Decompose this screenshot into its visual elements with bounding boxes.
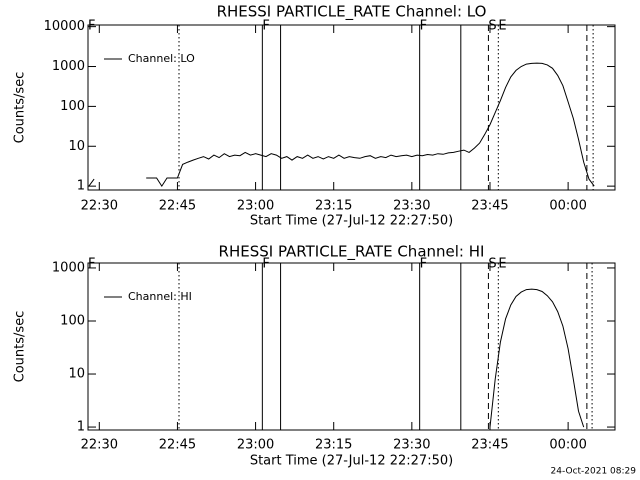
chart-title: RHESSI PARTICLE_RATE Channel: HI [219, 243, 485, 262]
y-axis-label: Counts/sec [13, 72, 28, 144]
y-tick-label: 1 [77, 179, 85, 194]
y-tick-label: 100 [60, 99, 85, 114]
y-axis-label: Counts/sec [13, 311, 28, 383]
y-tick-label: 1 [77, 420, 85, 435]
plot-area [178, 263, 593, 430]
x-tick-label: 22:45 [159, 199, 196, 214]
data-line [88, 62, 595, 188]
y-tick-label: 1000 [52, 59, 85, 74]
flag-label: E [498, 19, 506, 34]
x-tick-label: 22:30 [81, 199, 118, 214]
data-line [489, 288, 585, 428]
x-axis-label: Start Time (27-Jul-12 22:27:50) [250, 214, 453, 229]
x-tick-label: 23:45 [471, 438, 508, 453]
x-tick-label: 00:00 [549, 199, 586, 214]
plot-frame [87, 24, 616, 191]
y-tick-label: 10 [68, 367, 85, 382]
x-tick-label: 22:45 [159, 438, 196, 453]
chart-title: RHESSI PARTICLE_RATE Channel: LO [217, 3, 487, 22]
y-tick-label: 10 [68, 139, 85, 154]
footer: 24-Oct-2021 08:29 [551, 467, 637, 477]
x-tick-label: 23:00 [237, 199, 274, 214]
flag-label: F [262, 257, 269, 272]
flag-label: F [262, 19, 269, 34]
x-tick-label: 23:00 [237, 438, 274, 453]
flag-label: F [420, 257, 427, 272]
flag-label: F [420, 19, 427, 34]
x-tick-label: 23:30 [393, 199, 430, 214]
x-tick-label: 00:00 [549, 438, 586, 453]
flag-label: E [498, 257, 506, 272]
x-tick-label: 23:45 [471, 199, 508, 214]
y-tick-label: 1000 [52, 260, 85, 275]
legend-label: Channel: HI [128, 290, 192, 303]
y-tick-label: 10000 [44, 19, 85, 34]
legend-label: Channel: LO [128, 52, 195, 65]
flag-label: F [88, 257, 95, 272]
plot-frame [87, 262, 616, 431]
plot-area [88, 25, 595, 190]
flag-label: S [488, 257, 496, 272]
x-tick-label: 23:15 [315, 438, 352, 453]
flag-label: S [488, 19, 496, 34]
flag-label: F [88, 19, 95, 34]
x-axis-label: Start Time (27-Jul-12 22:27:50) [250, 454, 453, 469]
x-tick-label: 22:30 [81, 438, 118, 453]
x-tick-label: 23:30 [393, 438, 430, 453]
y-tick-label: 100 [60, 313, 85, 328]
x-tick-label: 23:15 [315, 199, 352, 214]
